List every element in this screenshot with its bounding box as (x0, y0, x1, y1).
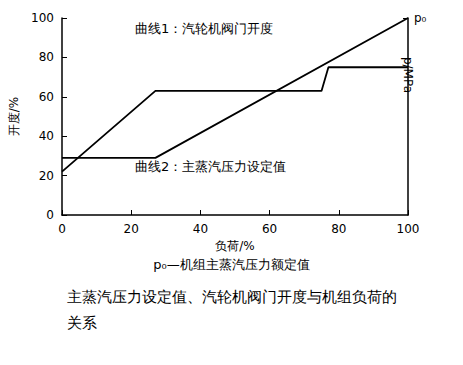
svg-text:负荷/%: 负荷/% (215, 239, 254, 253)
svg-text:p₀: p₀ (414, 11, 427, 25)
svg-text:100: 100 (31, 11, 54, 25)
svg-text:40: 40 (193, 222, 208, 236)
svg-text:开度/%: 开度/% (7, 97, 21, 136)
svg-text:0: 0 (58, 222, 66, 236)
svg-text:100: 100 (397, 222, 420, 236)
svg-text:20: 20 (39, 169, 54, 183)
svg-text:60: 60 (39, 90, 54, 104)
svg-text:曲线2：主蒸汽压力设定值: 曲线2：主蒸汽压力设定值 (135, 159, 286, 174)
svg-text:曲线1：汽轮机阀门开度: 曲线1：汽轮机阀门开度 (135, 21, 273, 36)
svg-text:主蒸汽压力设定值、汽轮机阀门开度与机组负荷的: 主蒸汽压力设定值、汽轮机阀门开度与机组负荷的 (67, 288, 397, 306)
svg-text:0: 0 (46, 208, 54, 222)
svg-text:60: 60 (262, 222, 277, 236)
svg-text:40: 40 (39, 129, 54, 143)
svg-text:关系: 关系 (67, 314, 97, 332)
svg-text:80: 80 (331, 222, 346, 236)
svg-text:p₀—机组主蒸汽压力额定值: p₀—机组主蒸汽压力额定值 (153, 257, 309, 272)
svg-text:20: 20 (124, 222, 139, 236)
svg-text:p/MPa: p/MPa (401, 56, 415, 93)
svg-text:80: 80 (39, 50, 54, 64)
